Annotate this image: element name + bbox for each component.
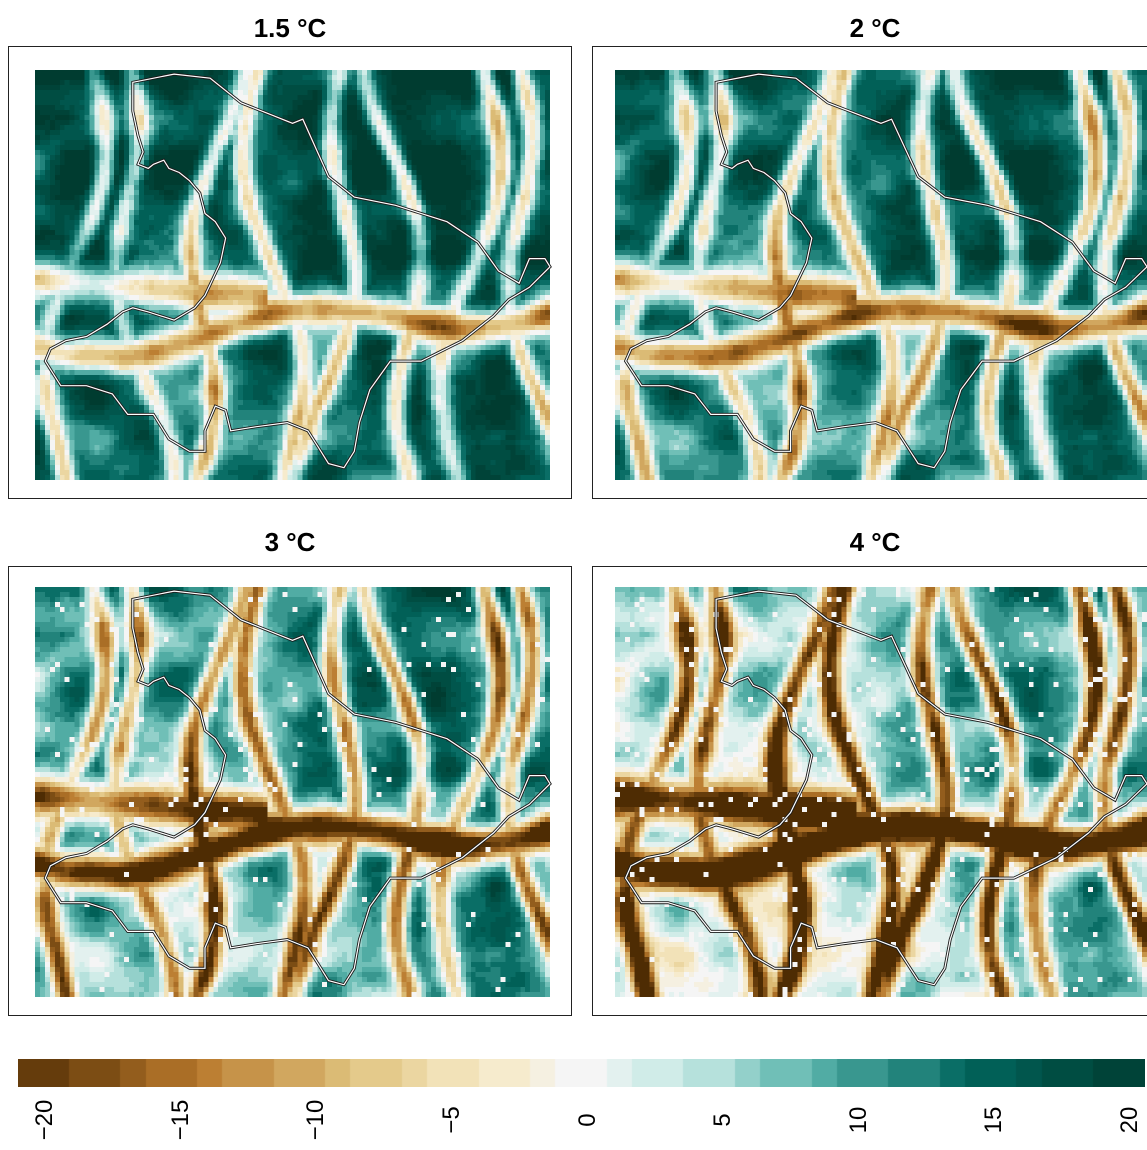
map-raster-2 bbox=[615, 70, 1147, 480]
panel-2-title: 2 °C bbox=[849, 13, 901, 43]
panel-4-title: 4 °C bbox=[849, 527, 901, 557]
panel-3-title: 3 °C bbox=[264, 527, 316, 557]
colorbar bbox=[18, 1059, 1145, 1087]
map-raster-3 bbox=[35, 587, 550, 997]
colorbar-tick-label: 20 bbox=[1116, 1106, 1143, 1134]
colorbar-tick-label: −5 bbox=[437, 1106, 465, 1134]
colorbar-tick-label: −10 bbox=[302, 1099, 330, 1141]
map-raster-1 bbox=[35, 70, 550, 480]
colorbar-tick-label: 0 bbox=[573, 1113, 601, 1127]
colorbar-tick-label: −15 bbox=[166, 1099, 194, 1141]
panel-1-title: 1.5 °C bbox=[253, 13, 327, 43]
colorbar-tick-label: 5 bbox=[709, 1113, 737, 1127]
colorbar-tick-label: 15 bbox=[980, 1106, 1008, 1134]
colorbar-tick-label: 10 bbox=[844, 1106, 872, 1134]
map-raster-4 bbox=[615, 587, 1147, 997]
colorbar-tick-label: −20 bbox=[31, 1099, 58, 1141]
